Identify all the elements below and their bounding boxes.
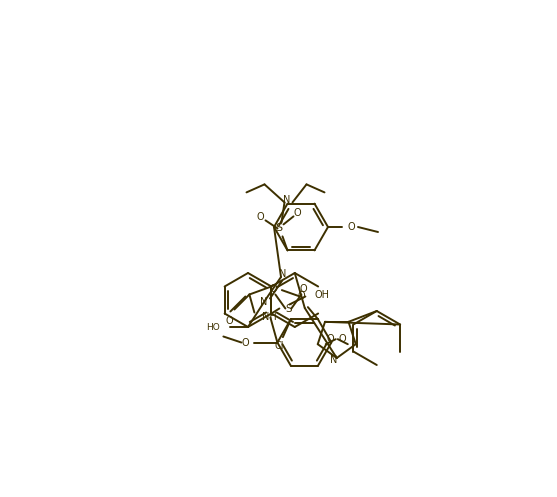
Text: S: S [285, 304, 292, 314]
Text: O: O [226, 317, 233, 327]
Text: Cl: Cl [274, 341, 284, 351]
Text: N: N [260, 297, 268, 307]
Text: O: O [297, 291, 305, 301]
Text: O: O [242, 337, 249, 347]
Text: O: O [257, 212, 265, 222]
Text: NH: NH [262, 312, 277, 322]
Text: N: N [279, 269, 287, 279]
Text: O: O [294, 208, 301, 218]
Text: O: O [270, 283, 277, 294]
Text: N: N [283, 195, 290, 205]
Text: O: O [339, 334, 346, 344]
Text: S: S [275, 223, 282, 234]
Text: OH: OH [314, 289, 329, 300]
Text: O: O [300, 283, 307, 294]
Text: HO: HO [206, 323, 220, 331]
Text: O: O [347, 222, 355, 232]
Text: O: O [327, 334, 335, 344]
Text: N: N [330, 355, 338, 365]
